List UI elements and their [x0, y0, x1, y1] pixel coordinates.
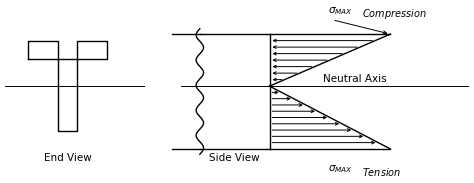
- Text: End View: End View: [44, 153, 91, 163]
- Text: Side View: Side View: [210, 153, 260, 163]
- Text: $\sigma_{MAX}$: $\sigma_{MAX}$: [328, 5, 353, 17]
- Text: $\it{Compression}$: $\it{Compression}$: [363, 7, 427, 21]
- Text: Neutral Axis: Neutral Axis: [323, 74, 387, 84]
- Text: $\it{Tension}$: $\it{Tension}$: [363, 166, 402, 178]
- Text: $\sigma_{MAX}$: $\sigma_{MAX}$: [328, 163, 353, 175]
